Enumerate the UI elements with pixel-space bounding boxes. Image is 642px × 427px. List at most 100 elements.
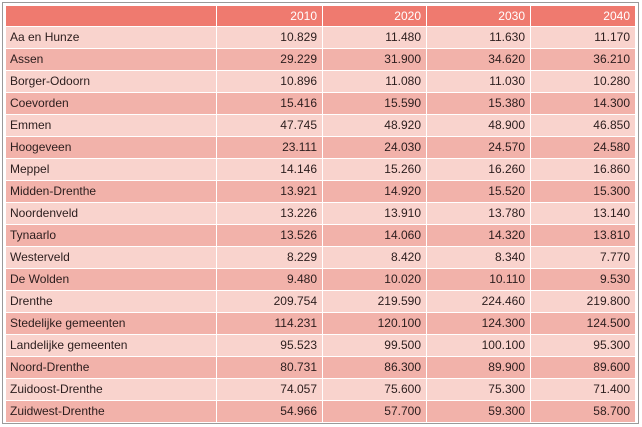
value-cell: 54.966 <box>217 401 323 423</box>
row-label-cell: Zuidwest-Drenthe <box>6 401 217 423</box>
value-cell: 80.731 <box>217 357 323 379</box>
table-row: Coevorden 15.416 15.590 15.380 14.300 <box>6 93 635 115</box>
value-cell: 95.300 <box>531 335 635 357</box>
table-body: Aa en Hunze 10.829 11.480 11.630 11.170 Assen… <box>6 27 635 423</box>
value-cell: 14.060 <box>323 225 427 247</box>
value-cell: 13.910 <box>323 203 427 225</box>
header-cell-name <box>6 6 217 27</box>
value-cell: 11.080 <box>323 71 427 93</box>
value-cell: 120.100 <box>323 313 427 335</box>
value-cell: 75.600 <box>323 379 427 401</box>
value-cell: 24.580 <box>531 137 635 159</box>
value-cell: 224.460 <box>427 291 531 313</box>
header-row: 2010 2020 2030 2040 <box>6 6 635 27</box>
value-cell: 13.780 <box>427 203 531 225</box>
value-cell: 13.140 <box>531 203 635 225</box>
value-cell: 14.920 <box>323 181 427 203</box>
value-cell: 8.340 <box>427 247 531 269</box>
value-cell: 14.320 <box>427 225 531 247</box>
row-label-cell: Meppel <box>6 159 217 181</box>
value-cell: 219.800 <box>531 291 635 313</box>
value-cell: 15.416 <box>217 93 323 115</box>
row-label-cell: Landelijke gemeenten <box>6 335 217 357</box>
row-label-cell: Zuidoost-Drenthe <box>6 379 217 401</box>
value-cell: 11.170 <box>531 27 635 49</box>
table-row: Stedelijke gemeenten 114.231 120.100 124.30… <box>6 313 635 335</box>
value-cell: 89.600 <box>531 357 635 379</box>
value-cell: 46.850 <box>531 115 635 137</box>
table-row: Assen 29.229 31.900 34.620 36.210 <box>6 49 635 71</box>
table-row: De Wolden 9.480 10.020 10.110 9.530 <box>6 269 635 291</box>
value-cell: 16.860 <box>531 159 635 181</box>
value-cell: 71.400 <box>531 379 635 401</box>
value-cell: 10.829 <box>217 27 323 49</box>
value-cell: 13.526 <box>217 225 323 247</box>
row-label-cell: De Wolden <box>6 269 217 291</box>
value-cell: 15.260 <box>323 159 427 181</box>
table-row: Noord-Drenthe 80.731 86.300 89.900 89.600 <box>6 357 635 379</box>
value-cell: 11.630 <box>427 27 531 49</box>
table-row: Aa en Hunze 10.829 11.480 11.630 11.170 <box>6 27 635 49</box>
value-cell: 124.300 <box>427 313 531 335</box>
value-cell: 47.745 <box>217 115 323 137</box>
value-cell: 58.700 <box>531 401 635 423</box>
table-row: Westerveld 8.229 8.420 8.340 7.770 <box>6 247 635 269</box>
header-cell-2030: 2030 <box>427 6 531 27</box>
table-row: Borger-Odoorn 10.896 11.080 11.030 10.280 <box>6 71 635 93</box>
value-cell: 13.921 <box>217 181 323 203</box>
table-row: Zuidoost-Drenthe 74.057 75.600 75.300 71.400 <box>6 379 635 401</box>
row-label-cell: Westerveld <box>6 247 217 269</box>
value-cell: 16.260 <box>427 159 531 181</box>
table-row: Drenthe 209.754 219.590 224.460 219.800 <box>6 291 635 313</box>
value-cell: 59.300 <box>427 401 531 423</box>
value-cell: 11.030 <box>427 71 531 93</box>
row-label-cell: Coevorden <box>6 93 217 115</box>
table-row: Hoogeveen 23.111 24.030 24.570 24.580 <box>6 137 635 159</box>
table-row: Landelijke gemeenten 95.523 99.500 100.100 9… <box>6 335 635 357</box>
table-row: Meppel 14.146 15.260 16.260 16.860 <box>6 159 635 181</box>
value-cell: 86.300 <box>323 357 427 379</box>
value-cell: 15.300 <box>531 181 635 203</box>
value-cell: 15.380 <box>427 93 531 115</box>
row-label-cell: Stedelijke gemeenten <box>6 313 217 335</box>
value-cell: 10.110 <box>427 269 531 291</box>
value-cell: 48.900 <box>427 115 531 137</box>
value-cell: 11.480 <box>323 27 427 49</box>
row-label-cell: Noordenveld <box>6 203 217 225</box>
table-row: Tynaarlo 13.526 14.060 14.320 13.810 <box>6 225 635 247</box>
value-cell: 100.100 <box>427 335 531 357</box>
header-cell-2010: 2010 <box>217 6 323 27</box>
value-cell: 36.210 <box>531 49 635 71</box>
value-cell: 114.231 <box>217 313 323 335</box>
value-cell: 7.770 <box>531 247 635 269</box>
value-cell: 24.570 <box>427 137 531 159</box>
table-row: Midden-Drenthe 13.921 14.920 15.520 15.300 <box>6 181 635 203</box>
value-cell: 99.500 <box>323 335 427 357</box>
row-label-cell: Noord-Drenthe <box>6 357 217 379</box>
value-cell: 34.620 <box>427 49 531 71</box>
value-cell: 8.420 <box>323 247 427 269</box>
value-cell: 209.754 <box>217 291 323 313</box>
row-label-cell: Hoogeveen <box>6 137 217 159</box>
row-label-cell: Emmen <box>6 115 217 137</box>
value-cell: 13.226 <box>217 203 323 225</box>
value-cell: 124.500 <box>531 313 635 335</box>
value-cell: 89.900 <box>427 357 531 379</box>
row-label-cell: Tynaarlo <box>6 225 217 247</box>
value-cell: 74.057 <box>217 379 323 401</box>
value-cell: 219.590 <box>323 291 427 313</box>
value-cell: 23.111 <box>217 137 323 159</box>
value-cell: 29.229 <box>217 49 323 71</box>
row-label-cell: Assen <box>6 49 217 71</box>
row-label-cell: Borger-Odoorn <box>6 71 217 93</box>
value-cell: 14.146 <box>217 159 323 181</box>
value-cell: 95.523 <box>217 335 323 357</box>
value-cell: 13.810 <box>531 225 635 247</box>
table-row: Zuidwest-Drenthe 54.966 57.700 59.300 58.700 <box>6 401 635 423</box>
value-cell: 10.020 <box>323 269 427 291</box>
value-cell: 15.590 <box>323 93 427 115</box>
header-cell-2040: 2040 <box>531 6 635 27</box>
row-label-cell: Drenthe <box>6 291 217 313</box>
value-cell: 15.520 <box>427 181 531 203</box>
